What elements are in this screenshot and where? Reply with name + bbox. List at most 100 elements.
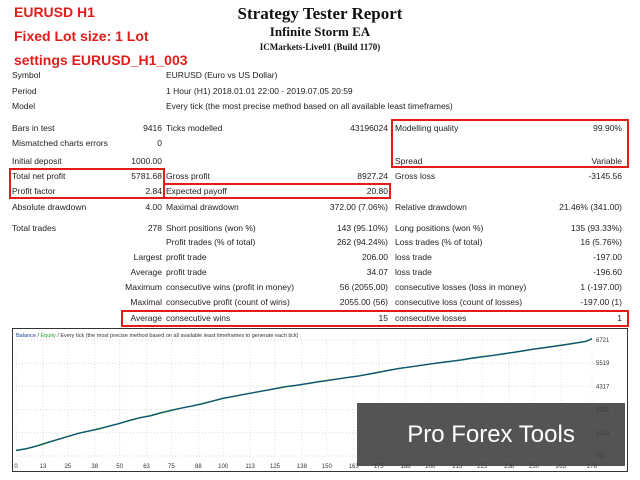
spread-label: Spread [395, 156, 423, 166]
x-tick-label: 125 [270, 464, 281, 470]
average-profit-trade-value: 34.07 [366, 267, 388, 277]
gross-profit-label: Gross profit [166, 171, 210, 181]
largest-profit-trade-value: 206.00 [362, 252, 388, 262]
average-consecutive-wins-label: consecutive wins [166, 313, 231, 323]
mismatched-label: Mismatched charts errors [12, 138, 108, 148]
model-label: Model [12, 101, 36, 111]
x-tick-label: 225 [477, 464, 488, 470]
y-tick-label: 5519 [596, 361, 610, 367]
average-consecutive-losses-value: 1 [617, 313, 622, 323]
highlight-modelling-box [391, 119, 629, 168]
highlight-payoff-box [163, 183, 391, 199]
x-tick-label: 113 [245, 464, 255, 470]
modelling-quality-value: 99.90% [593, 123, 622, 133]
max-consecutive-wins-value: 56 (2055.00) [339, 282, 388, 292]
ticks-value: 43196024 [350, 123, 388, 133]
maximal-label: Maximal [130, 297, 162, 307]
expected-payoff-value: 20.80 [366, 186, 388, 196]
x-tick-label: 200 [425, 464, 436, 470]
profit-factor-label: Profit factor [12, 186, 56, 196]
spread-value: Variable [591, 156, 622, 166]
maximal-consecutive-profit-label: consecutive profit (count of wins) [166, 297, 290, 307]
watermark-badge: Pro Forex Tools [357, 403, 625, 466]
largest-loss-trade-value: -197.00 [593, 252, 622, 262]
highlight-profit-box [9, 168, 165, 199]
model-value: Every tick (the most precise method base… [166, 101, 453, 111]
x-tick-label: 75 [168, 464, 175, 470]
maximal-drawdown-value: 372.00 (7.06%) [329, 202, 388, 212]
legend-separator: / [36, 333, 41, 339]
average-consecutive-losses-label: consecutive losses [395, 313, 467, 323]
gross-loss-label: Gross loss [395, 171, 436, 181]
bars-label: Bars in test [12, 123, 55, 133]
modelling-quality-label: Modelling quality [395, 123, 459, 133]
report-title: Strategy Tester Report [237, 4, 403, 23]
x-tick-label: 150 [322, 464, 333, 470]
maximal-consecutive-loss-value: -197.00 (1) [580, 297, 622, 307]
x-tick-label: 278 [587, 464, 598, 470]
svg-text:Balance / Equity / Every tick: Balance / Equity / Every tick (the most … [16, 333, 299, 339]
max-consecutive-losses-label: consecutive losses (loss in money) [395, 282, 527, 292]
overlay-title-lot: Fixed Lot size: 1 Lot [14, 28, 149, 44]
loss-trades-value: 16 (5.76%) [580, 237, 622, 247]
overlay-title-symbol: EURUSD H1 [14, 4, 95, 20]
relative-drawdown-value: 21.46% (341.00) [559, 202, 622, 212]
x-tick-label: 175 [374, 464, 385, 470]
overlay-title-settings: settings EURUSD_H1_003 [14, 52, 188, 68]
x-tick-label: 25 [64, 464, 71, 470]
average-loss-trade-value: -196.60 [593, 267, 622, 277]
expected-payoff-label: Expected payoff [166, 186, 227, 196]
largest-label: Largest [133, 252, 162, 262]
maximum-label: Maximum [125, 282, 162, 292]
legend-balance: Balance [16, 333, 36, 339]
average-loss-trade-label: loss trade [395, 267, 432, 277]
symbol-label: Symbol [12, 70, 41, 80]
gross-profit-value: 8927.24 [357, 171, 388, 181]
x-tick-label: 0 [14, 464, 18, 470]
maximal-drawdown-label: Maximal drawdown [166, 202, 239, 212]
x-tick-label: 250 [529, 464, 540, 470]
absolute-drawdown-label: Absolute drawdown [12, 202, 87, 212]
max-consecutive-wins-label: consecutive wins (profit in money) [166, 282, 295, 292]
x-tick-label: 13 [40, 464, 47, 470]
symbol-value: EURUSD (Euro vs US Dollar) [166, 70, 278, 80]
ticks-label: Ticks modelled [166, 123, 223, 133]
x-tick-label: 188 [401, 464, 412, 470]
total-net-profit-label: Total net profit [12, 171, 66, 181]
average-label: Average [130, 267, 162, 277]
average-consecutive-label: Average [130, 313, 162, 323]
average-profit-trade-label: profit trade [166, 267, 207, 277]
x-tick-label: 163 [349, 464, 360, 470]
x-tick-label: 63 [143, 464, 150, 470]
largest-profit-trade-label: profit trade [166, 252, 207, 262]
mismatched-value: 0 [157, 138, 162, 148]
x-tick-label: 138 [297, 464, 308, 470]
x-tick-label: 50 [116, 464, 123, 470]
x-tick-label: 213 [452, 464, 463, 470]
x-tick-label: 263 [556, 464, 567, 470]
highlight-consecutive-box [121, 310, 629, 327]
loss-trades-label: Loss trades (% of total) [395, 237, 483, 247]
profit-factor-value: 2.84 [145, 186, 162, 196]
server-info: ICMarkets-Live01 (Build 1170) [259, 42, 381, 52]
short-positions-label: Short positions (won %) [166, 223, 256, 233]
ea-name: Infinite Storm EA [269, 24, 371, 39]
short-positions-value: 143 (95.10%) [336, 223, 388, 233]
profit-trades-value: 262 (94.24%) [336, 237, 388, 247]
initial-deposit-value: 1000.00 [131, 156, 162, 166]
largest-loss-trade-label: loss trade [395, 252, 432, 262]
legend-equity: Equity [40, 333, 56, 339]
y-tick-label: 4317 [596, 384, 610, 390]
period-value: 1 Hour (H1) 2018.01.01 22:00 - 2019.07.0… [166, 86, 353, 96]
relative-drawdown-label: Relative drawdown [395, 202, 467, 212]
initial-deposit-label: Initial deposit [12, 156, 62, 166]
x-tick-label: 238 [504, 464, 515, 470]
profit-trades-label: Profit trades (% of total) [166, 237, 256, 247]
bars-value: 9416 [143, 123, 162, 133]
x-tick-label: 88 [195, 464, 202, 470]
average-consecutive-wins-value: 15 [378, 313, 388, 323]
balance-line [15, 338, 593, 451]
period-label: Period [12, 86, 37, 96]
legend-rest: / Every tick (the most precise method ba… [56, 333, 299, 339]
total-trades-label: Total trades [12, 223, 56, 233]
